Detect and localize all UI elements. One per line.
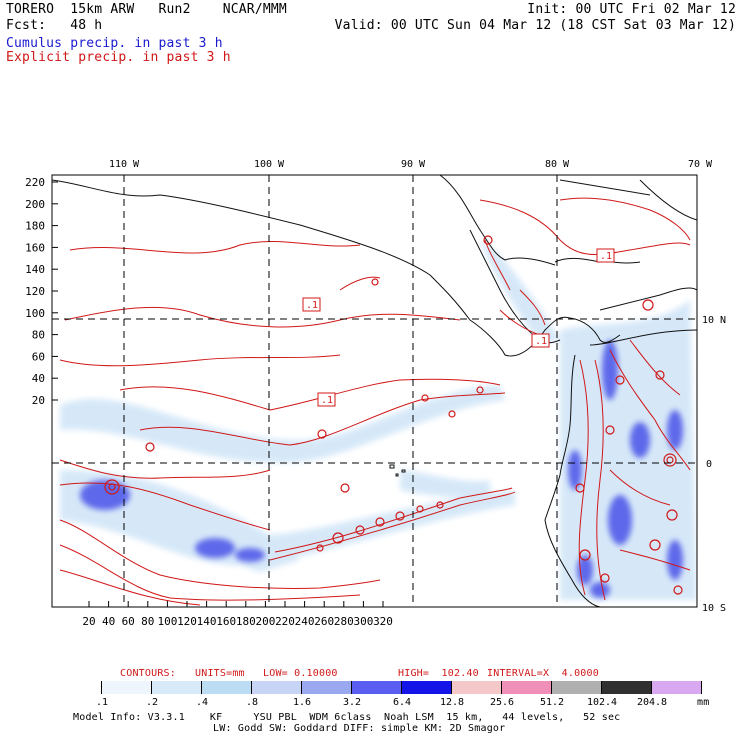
- lon-label: 70 W: [688, 159, 713, 170]
- colorbar-label: .8: [245, 697, 259, 708]
- colorbar-label: 102.4: [586, 697, 618, 708]
- x-tick-label: 240: [295, 615, 315, 628]
- colorbar-swatch: [452, 681, 502, 694]
- precip-shading-light: [60, 240, 697, 600]
- x-tick-label: 300: [353, 615, 373, 628]
- colorbar-label: 51.2: [539, 697, 565, 708]
- colorbar-label: 6.4: [392, 697, 412, 708]
- graticule: [52, 175, 697, 607]
- contour-label-boxes: .1 .1 .1 .1: [302, 248, 615, 407]
- colorbar-swatch: [102, 681, 152, 694]
- legend-cumulus-precip: Cumulus precip. in past 3 h: [6, 36, 223, 51]
- contour-info-high: HIGH= 102.40: [398, 668, 479, 679]
- colorbar-label: .2: [145, 697, 159, 708]
- y-tick-label: 100: [25, 307, 45, 320]
- colorbar-swatch: [402, 681, 452, 694]
- contour-label: .1: [535, 336, 547, 347]
- colorbar-label: .4: [195, 697, 209, 708]
- lat-label: 10 S: [702, 603, 726, 614]
- explicit-precip-cores: [104, 235, 683, 595]
- x-tick-label: 280: [334, 615, 354, 628]
- y-tick-label: 160: [25, 241, 45, 254]
- lon-label: 90 W: [401, 159, 426, 170]
- colorbar-unit: mm: [697, 697, 710, 708]
- contour-info-interval: INTERVAL=X 4.0000: [487, 668, 599, 679]
- legend-explicit-precip: Explicit precip. in past 3 h: [6, 50, 231, 65]
- map-frame: [51, 174, 698, 608]
- x-tick-label: 160: [216, 615, 236, 628]
- lon-label: 110 W: [109, 159, 140, 170]
- x-tick-label: 120: [177, 615, 197, 628]
- x-tick-label: 140: [197, 615, 217, 628]
- x-tick-label: 200: [255, 615, 275, 628]
- y-tick-label: 80: [32, 329, 45, 342]
- contour-info-units: UNITS=mm: [195, 668, 245, 679]
- y-tick-label: 180: [25, 220, 45, 233]
- y-tick-label: 20: [32, 394, 45, 407]
- x-tick-label: 80: [141, 615, 154, 628]
- colorbar-label: .1: [95, 697, 109, 708]
- header-model-line: TORERO 15km ARW Run2 NCAR/MMM: [6, 2, 287, 17]
- colorbar-swatch: [652, 681, 702, 694]
- header-forecast-hour: Fcst: 48 h: [6, 18, 103, 33]
- x-tick-label: 40: [102, 615, 115, 628]
- colorbar-label: 12.8: [439, 697, 465, 708]
- contour-info-contours: CONTOURS:: [120, 668, 176, 679]
- colorbar-swatch: [302, 681, 352, 694]
- colorbar-label: 3.2: [342, 697, 362, 708]
- y-tick-label: 220: [25, 176, 45, 189]
- lat-label: 10 N: [702, 315, 726, 326]
- lon-label: 80 W: [545, 159, 570, 170]
- colorbar-swatch: [152, 681, 202, 694]
- explicit-precip-contours: [59, 197, 691, 606]
- precip-shading-heavy: [80, 340, 683, 598]
- colorbar-label: 204.8: [636, 697, 668, 708]
- y-tick-label: 40: [32, 372, 45, 385]
- x-tick-label: 20: [82, 615, 95, 628]
- contour-label: .1: [321, 395, 333, 406]
- x-tick-label: 220: [275, 615, 295, 628]
- header-valid-time: Valid: 00 UTC Sun 04 Mar 12 (18 CST Sat …: [334, 18, 736, 33]
- y-tick-label: 120: [25, 285, 45, 298]
- colorbar-swatch: [552, 681, 602, 694]
- colorbar-swatch: [252, 681, 302, 694]
- colorbar-label: 1.6: [292, 697, 312, 708]
- lon-label: 100 W: [254, 159, 285, 170]
- footer-model-info: Model Info: V3.3.1 KF YSU PBL WDM 6class…: [73, 712, 621, 723]
- colorbar-swatch: [352, 681, 402, 694]
- lat-label: 0: [706, 459, 712, 470]
- colorbar-swatch: [502, 681, 552, 694]
- y-tick-label: 140: [25, 263, 45, 276]
- x-tick-label: 260: [314, 615, 334, 628]
- contour-info-low: LOW= 0.10000: [263, 668, 338, 679]
- x-tick-label: 100: [157, 615, 177, 628]
- header-init-time: Init: 00 UTC Fri 02 Mar 12: [527, 2, 736, 17]
- colorbar-label: 25.6: [489, 697, 515, 708]
- x-tick-label: 60: [122, 615, 135, 628]
- contour-label: .1: [600, 251, 612, 262]
- colorbar-swatch: [202, 681, 252, 694]
- contour-label: .1: [306, 300, 318, 311]
- footer-physics-info: LW: Godd SW: Goddard DIFF: simple KM: 2D…: [213, 723, 506, 734]
- colorbar-swatch: [602, 681, 652, 694]
- x-tick-label: 320: [373, 615, 393, 628]
- colorbar-swatch: [52, 681, 102, 694]
- y-tick-label: 200: [25, 198, 45, 211]
- y-tick-label: 60: [32, 350, 45, 363]
- x-tick-label: 180: [236, 615, 256, 628]
